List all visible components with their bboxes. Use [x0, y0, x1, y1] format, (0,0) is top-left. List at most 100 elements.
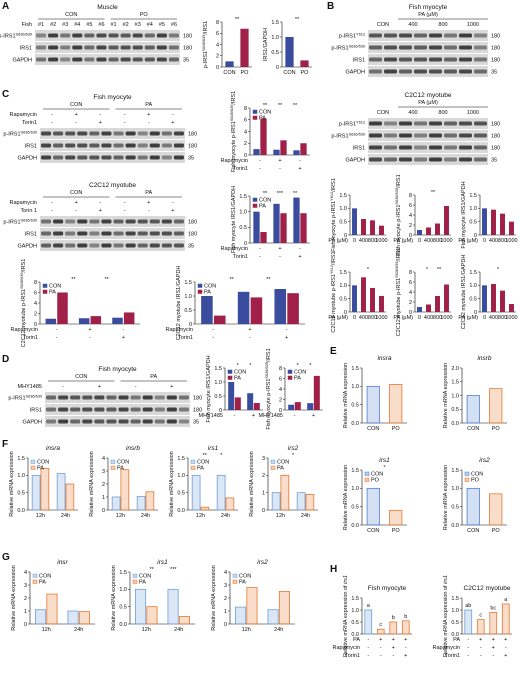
- legend-swatch: [287, 375, 293, 380]
- blot-strip: [35, 54, 180, 65]
- bar: [78, 318, 90, 324]
- row-label: IRS1: [353, 146, 365, 152]
- legend-label: PA: [197, 466, 204, 472]
- treatment-sign: -: [99, 112, 101, 118]
- text-part: GAPDH: [12, 58, 32, 64]
- treatment-sign: +: [171, 208, 174, 214]
- y-axis-label: Relative mRNA expression: [169, 451, 175, 516]
- y-tick-label: 1: [262, 490, 265, 496]
- treatment-sign: -: [124, 200, 126, 206]
- panel-label: B: [327, 1, 334, 12]
- panel-label: D: [2, 354, 9, 365]
- blot-band: [77, 143, 88, 148]
- legend-label: PO: [471, 478, 480, 484]
- x-axis-label: PA (μM): [393, 315, 413, 321]
- y-tick-label: 4: [216, 42, 219, 48]
- y-tick-label: 0.0: [351, 632, 359, 638]
- x-tick-label: 1000: [505, 315, 517, 321]
- blot-band: [369, 57, 382, 62]
- legend-swatch: [364, 471, 370, 476]
- bar: [273, 149, 280, 155]
- legend-label: PA: [49, 290, 56, 296]
- text-part: /IRS1: [396, 248, 402, 262]
- y-axis-label: Relative mRNA expression: [9, 451, 15, 516]
- y-tick-label: 3: [224, 583, 227, 589]
- blot-band: [72, 33, 83, 38]
- significance: *: [297, 363, 300, 369]
- row-label: GAPDH: [12, 58, 32, 64]
- treatment-label: Rapamycin: [9, 112, 37, 118]
- y-tick-label: 0.5: [469, 219, 477, 225]
- bar: [417, 307, 422, 312]
- treatment-sign: -: [172, 200, 174, 206]
- bar: [111, 496, 121, 511]
- text-part: p-IRS1: [331, 46, 348, 52]
- bar: [482, 208, 487, 235]
- x-tick-label: 400: [424, 315, 433, 321]
- bar-letter: a: [367, 603, 371, 609]
- legend-label: PA: [204, 290, 211, 296]
- treatment-sign: -: [135, 384, 137, 390]
- legend-label: CON: [371, 472, 383, 478]
- treatment-sign: -: [480, 653, 482, 659]
- x-tick-label: 0: [418, 238, 421, 244]
- y-tick-label: 1.0: [214, 380, 222, 386]
- treatment-sign: -: [75, 120, 77, 126]
- y-axis-label: Relative mRNA expression: [211, 565, 217, 630]
- blot-band: [474, 121, 487, 126]
- significance: **: [295, 17, 300, 23]
- y-tick-label: 2: [279, 397, 282, 403]
- y-axis-label: Fish myocyte p-IRS1S636/639/IRS1: [230, 91, 237, 172]
- bar-letter: a: [504, 597, 508, 603]
- y-tick-label: 2: [216, 54, 219, 60]
- legend-swatch: [32, 573, 38, 578]
- blot-band: [444, 69, 457, 74]
- blot-band: [137, 155, 148, 160]
- lane-label: #3: [62, 22, 68, 28]
- legend-label: PA: [39, 580, 46, 586]
- text-part: Fish myocyte p-IRS1: [396, 205, 402, 256]
- blot-strip: [45, 404, 190, 415]
- y-tick-label: 0: [219, 408, 222, 414]
- blot-band: [101, 231, 112, 236]
- treatment-label: PA: [353, 637, 360, 643]
- text-part: IRS1: [25, 144, 37, 150]
- blot-band: [94, 407, 105, 412]
- blot-strip: [40, 140, 185, 151]
- bar: [285, 37, 294, 67]
- x-tick-label: 800: [368, 315, 377, 321]
- blot-band: [459, 157, 472, 162]
- blot-band: [41, 143, 52, 148]
- treatment-sign: +: [504, 653, 507, 659]
- blot-band: [120, 33, 131, 38]
- blot-band: [384, 133, 397, 138]
- bar: [389, 621, 398, 635]
- y-tick-label: 8: [216, 20, 219, 26]
- treatment-label: MHY1485: [18, 384, 42, 390]
- blot-band: [474, 45, 487, 50]
- bar-letter: b: [392, 615, 395, 621]
- legend-swatch: [227, 369, 233, 374]
- y-tick-label: 1.5: [184, 280, 192, 286]
- y-tick-label: 0.5: [469, 296, 477, 302]
- bar: [253, 211, 260, 243]
- text-part: p-IRS1: [339, 34, 356, 40]
- blot-band: [94, 395, 105, 400]
- treatment-label: Torin1: [22, 120, 37, 126]
- treatment-sign: +: [99, 120, 102, 126]
- chart-title: irs1: [157, 559, 168, 566]
- blot-band: [72, 57, 83, 62]
- blot-band: [168, 57, 179, 62]
- y-axis-label: Relative mRNA expression: [111, 565, 117, 630]
- bar: [370, 220, 375, 235]
- y-tick-label: 1.5: [469, 193, 477, 199]
- blot-band: [459, 45, 472, 50]
- treatment-sign: +: [479, 637, 482, 643]
- treatment-label: Torin1: [23, 335, 38, 341]
- bar: [225, 61, 234, 67]
- text-part: p-IRS1: [3, 220, 20, 226]
- y-tick-label: 0.5: [451, 504, 459, 510]
- bar: [489, 388, 503, 424]
- text-part: Relative mRNA expression: [343, 465, 349, 530]
